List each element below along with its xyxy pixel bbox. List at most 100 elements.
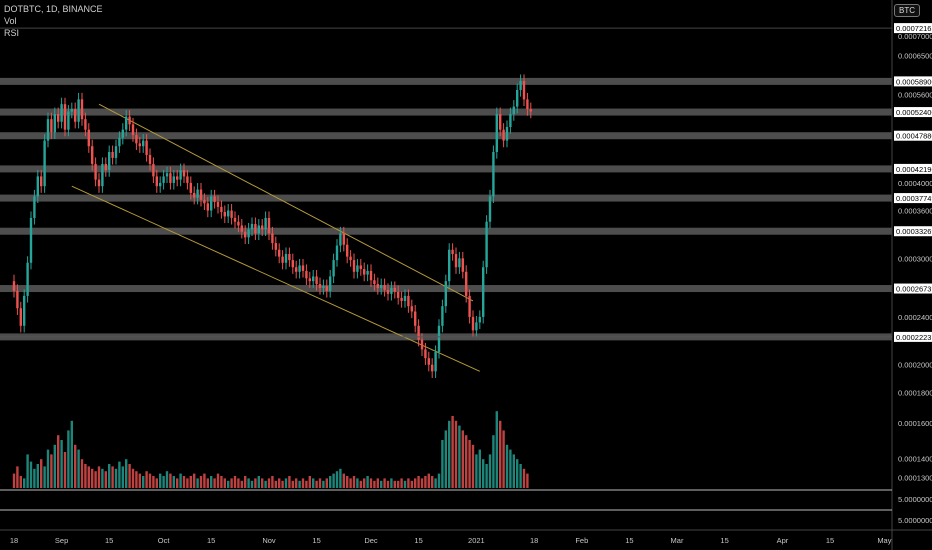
candle-body	[230, 210, 233, 218]
time-axis-ticks: 18 Sep 15 Oct 15 Nov 15 Dec 15 2021 18 Feb 15 Mar 15 Ap…	[10, 536, 892, 545]
volume-bar	[431, 476, 434, 488]
rsi-tick-label: 5.00000000	[898, 516, 932, 525]
volume-bar	[135, 471, 138, 488]
volume-bar	[87, 466, 90, 488]
volume-bar	[210, 476, 213, 488]
candle-body	[162, 176, 165, 183]
candle-body	[482, 267, 485, 317]
candle-body	[114, 146, 118, 158]
level-band	[0, 77, 892, 85]
volume-bar	[315, 480, 318, 488]
volume-bar	[189, 476, 192, 488]
volume-bar	[216, 473, 220, 488]
volume-bar	[267, 478, 271, 488]
volume-bar	[203, 473, 206, 488]
volume-bar	[145, 471, 148, 488]
candle-body	[325, 285, 328, 291]
volume-bar	[383, 478, 386, 488]
volume-bar	[199, 476, 203, 488]
price-tag-box	[894, 107, 932, 118]
price-tag-label: 0.00026739	[896, 285, 932, 294]
candle-body	[301, 265, 305, 271]
volume-bar	[152, 476, 155, 488]
volume-bar	[325, 478, 328, 488]
volume-bar	[427, 473, 430, 488]
trendlines	[71, 103, 481, 372]
volume-bar	[346, 476, 349, 488]
volume-bar	[29, 461, 33, 488]
volume-bar	[468, 440, 471, 488]
volume-bar	[281, 480, 284, 488]
trendline	[71, 185, 481, 372]
candle-body	[424, 349, 427, 359]
candle-body	[220, 206, 223, 212]
volume-bar	[363, 478, 366, 488]
candle-body	[60, 104, 63, 122]
candle-body	[339, 233, 342, 246]
volume-bar	[186, 478, 189, 488]
volume-bar	[461, 430, 464, 488]
currency-badge[interactable]: BTC	[894, 4, 920, 17]
volume-bar	[451, 416, 454, 488]
volume-bar	[36, 464, 39, 488]
volume-bar	[264, 480, 267, 488]
candle-body	[148, 154, 152, 164]
volume-bar	[16, 466, 19, 488]
volume-bar	[206, 478, 209, 488]
candle-body	[441, 306, 444, 326]
volume-bar	[121, 466, 124, 488]
volume-bar	[298, 480, 301, 488]
candle-body	[465, 271, 468, 296]
candle-body	[169, 173, 172, 183]
candle-body	[417, 325, 420, 340]
candle-body	[77, 99, 80, 122]
candle-body	[53, 114, 56, 133]
candle-body	[332, 260, 335, 277]
time-tick-label: 18	[530, 536, 538, 545]
candle-body	[376, 284, 379, 288]
candle-body	[121, 129, 124, 138]
level-band	[0, 108, 892, 116]
price-tag-box	[894, 331, 932, 342]
volume-bar	[512, 454, 515, 488]
volume-bar	[308, 476, 311, 488]
price-tick-label: 0.00013000	[898, 474, 932, 483]
volume-bar	[403, 480, 407, 488]
volume-bar	[23, 478, 26, 488]
volume-bar	[182, 476, 186, 488]
volume-bar	[393, 480, 396, 488]
volume-bar	[162, 476, 165, 488]
volume-bar	[60, 440, 63, 488]
candle-body	[63, 104, 67, 130]
candle-body	[227, 210, 230, 217]
price-tag-box	[894, 76, 932, 87]
volume-bar	[233, 476, 237, 488]
volume-bar	[386, 480, 390, 488]
candle-body	[67, 111, 70, 130]
time-tick-label: 15	[312, 536, 320, 545]
candle-body	[271, 233, 274, 244]
candle-body	[26, 262, 29, 296]
candle-body	[179, 170, 182, 180]
candle-body	[505, 126, 509, 141]
candle-body	[414, 311, 417, 326]
volume-bar	[322, 480, 325, 488]
volume-bar	[305, 480, 308, 488]
level-band	[0, 165, 892, 173]
price-tag-box	[894, 23, 932, 34]
time-tick-label: Apr	[777, 536, 789, 545]
volume-bar	[67, 430, 70, 488]
candle-body	[240, 225, 243, 232]
candle-body	[213, 196, 216, 202]
candle-body	[516, 89, 519, 107]
candle-body	[91, 146, 94, 164]
volume-bar	[101, 468, 104, 488]
candle-body	[254, 223, 257, 234]
chart-legend: DOTBTC, 1D, BINANCE Vol RSI	[4, 3, 103, 39]
candle-body	[485, 221, 488, 268]
